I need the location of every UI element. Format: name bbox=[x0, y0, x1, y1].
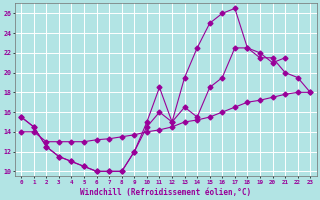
X-axis label: Windchill (Refroidissement éolien,°C): Windchill (Refroidissement éolien,°C) bbox=[80, 188, 251, 197]
